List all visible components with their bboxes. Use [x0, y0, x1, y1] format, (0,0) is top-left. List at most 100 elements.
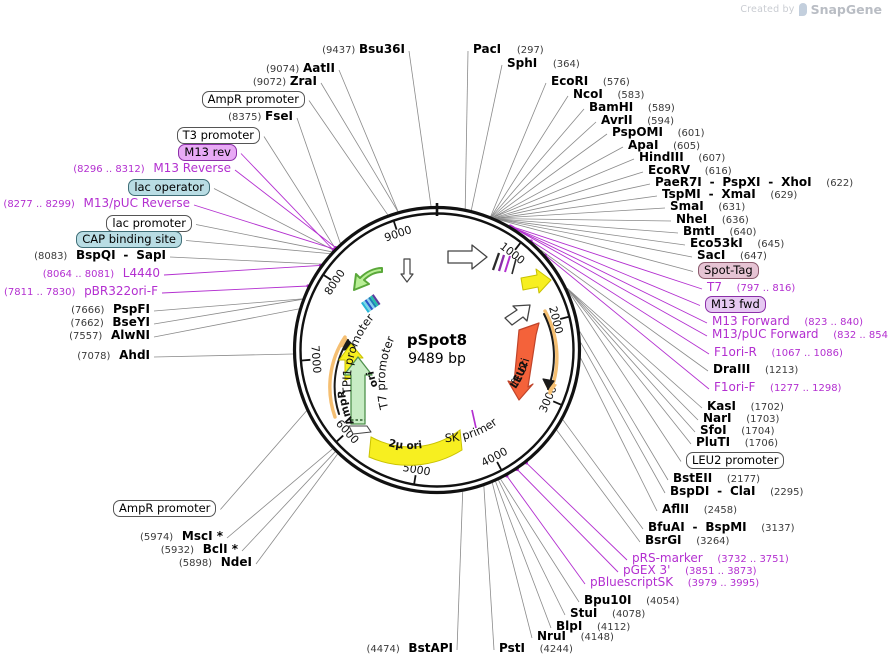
- label-pbr322ori-f[interactable]: (7811 .. 7830) pBR322ori-F: [0, 285, 158, 299]
- label-ecori[interactable]: EcoRI (576): [551, 75, 630, 89]
- label-prs-marker-name: pRS-marker: [632, 551, 703, 565]
- feature-mcs-stripes: [361, 294, 381, 313]
- label-bspmi-name: BspMI: [705, 520, 747, 534]
- label-sphi[interactable]: SphI (364): [507, 57, 580, 71]
- label-paci[interactable]: PacI (297): [473, 43, 544, 57]
- label-aatii[interactable]: (9074) AatII: [130, 62, 335, 76]
- feature-f1-ori-arrow: [520, 268, 552, 294]
- label-bamhi[interactable]: BamHI (589): [589, 101, 675, 115]
- label-aflii-name: AflII: [662, 502, 690, 516]
- label-m13-forward[interactable]: M13 Forward (823 .. 840): [712, 315, 863, 329]
- label-pspomi[interactable]: PspOMI (601): [612, 126, 704, 140]
- label-f1ori-r[interactable]: F1ori-R (1067 .. 1086): [714, 346, 843, 360]
- label-aflii[interactable]: AflII (2458): [662, 503, 737, 517]
- label-bsu36i[interactable]: (9437) Bsu36I: [210, 43, 405, 57]
- label-bspdi-clai[interactable]: BspDI - ClaI (2295): [670, 484, 804, 499]
- label-ndei[interactable]: (5898) NdeI: [0, 556, 252, 570]
- label-ahdi-position: (7078): [77, 351, 111, 362]
- label-f1ori-f[interactable]: F1ori-F (1277 .. 1298): [714, 381, 841, 395]
- label-nrui[interactable]: NruI (4148): [537, 630, 614, 644]
- label-m13-puc-reverse[interactable]: (8277 .. 8299) M13/pUC Reverse: [0, 197, 190, 211]
- label-bstapi[interactable]: (4474) BstAPI: [280, 641, 454, 656]
- label-eco53ki[interactable]: Eco53kI (645): [690, 237, 784, 251]
- label-lac-operator-badge: lac operator: [128, 179, 210, 196]
- label-draiii[interactable]: DraIII (1213): [713, 363, 798, 377]
- leader-line: [296, 117, 341, 244]
- label-lac-operator[interactable]: lac operator: [0, 179, 210, 196]
- label-zrai[interactable]: (9072) ZraI: [120, 75, 317, 89]
- label-eco53ki-position: (645): [757, 239, 785, 250]
- leader-line: [491, 482, 533, 639]
- label-alwni[interactable]: (7557) AlwNI: [0, 329, 150, 343]
- leader-line: [220, 410, 307, 510]
- label-m13-puc-forward[interactable]: M13/pUC Forward (832 .. 854): [712, 328, 888, 342]
- leader-line: [490, 82, 547, 217]
- leader-line: [493, 146, 624, 218]
- label-apai[interactable]: ApaI (605): [628, 139, 700, 153]
- label-stui[interactable]: StuI (4078): [570, 607, 645, 621]
- label-bstapi-name: BstAPI: [408, 641, 453, 655]
- label-bmti[interactable]: BmtI (640): [683, 225, 756, 239]
- label-kasi[interactable]: KasI (1702): [707, 400, 784, 414]
- label-ncoi-position: (583): [617, 90, 645, 101]
- label-bsrgi[interactable]: BsrGI (3264): [645, 534, 729, 548]
- label-paer7i-pspxi-xhoi[interactable]: PaeR7I - PspXI - XhoI (622): [655, 175, 854, 190]
- label-t7[interactable]: T7 (797 .. 816): [707, 281, 795, 295]
- leader-line: [153, 298, 303, 312]
- feature-ampr-arrow: [343, 356, 373, 435]
- leader-line: [185, 240, 331, 254]
- label-psti[interactable]: PstI (4244): [499, 642, 573, 656]
- label-spot-tag[interactable]: Spot-Tag: [698, 262, 759, 279]
- label-bpu10i-position: (4054): [646, 596, 680, 607]
- label-spot-tag-badge: Spot-Tag: [698, 262, 759, 279]
- label-bcli[interactable]: (5932) BclI *: [0, 543, 238, 557]
- label-l4440[interactable]: (8064 .. 8081) L4440: [0, 267, 160, 281]
- label-sfoi[interactable]: SfoI (1704): [700, 424, 775, 438]
- label-smai[interactable]: SmaI (631): [670, 200, 745, 214]
- label-ncoi[interactable]: NcoI (583): [573, 88, 644, 102]
- label-ecorv[interactable]: EcoRV (616): [648, 164, 732, 178]
- leader-line: [320, 82, 399, 212]
- label-m13-fwd[interactable]: M13 fwd: [705, 296, 766, 313]
- label-m13-rev[interactable]: M13 rev: [100, 144, 237, 161]
- label-bfuai-bspmi[interactable]: BfuAI - BspMI (3137): [648, 520, 795, 535]
- label-bpu10i[interactable]: Bpu10I (4054): [584, 594, 679, 608]
- label-lac-promoter[interactable]: lac promoter: [0, 215, 192, 232]
- label-prs-marker[interactable]: pRS-marker (3732 .. 3751): [632, 552, 789, 566]
- label-bstelli[interactable]: BstEII (2177): [673, 472, 760, 486]
- label-paci-position: (297): [516, 45, 544, 56]
- label-fsei-position: (8375): [228, 112, 262, 123]
- label-ecorv-position: (616): [704, 166, 732, 177]
- label-pluti[interactable]: PluTI (1706): [696, 436, 778, 450]
- label-bspqi-sapi[interactable]: (8083) BspQI - SapI: [34, 248, 166, 263]
- label-ampr-promoter-top[interactable]: AmpR promoter: [110, 91, 305, 108]
- label-pluti-position: (1706): [744, 438, 779, 449]
- label-pbluescriptsk[interactable]: pBluescriptSK (3979 .. 3995): [590, 576, 759, 590]
- label-nari-name: NarI: [703, 411, 732, 425]
- label-avrii[interactable]: AvrII (594): [601, 114, 674, 128]
- label-pgex-3[interactable]: pGEX 3' (3851 .. 3873): [623, 564, 757, 578]
- label-blpi[interactable]: BlpI (4112): [556, 620, 630, 634]
- label-nari-position: (1703): [746, 414, 780, 425]
- leader-line: [338, 69, 399, 212]
- label-m13-reverse[interactable]: (8296 .. 8312) M13 Reverse: [0, 162, 231, 176]
- label-msci[interactable]: (5974) MscI *: [0, 530, 223, 544]
- label-tspmi-xmai[interactable]: TspMI - XmaI (629): [662, 187, 798, 202]
- label-m13-puc-reverse-name: M13/pUC Reverse: [83, 196, 191, 210]
- plasmid-name: pSpot8: [407, 331, 467, 349]
- label-fsei[interactable]: (8375) FseI: [120, 110, 293, 124]
- label-ahdi[interactable]: (7078) AhdI: [0, 349, 150, 363]
- label-leu2-promoter[interactable]: LEU2 promoter: [686, 452, 785, 469]
- label-pspfi[interactable]: (7666) PspFI: [0, 303, 150, 317]
- label-nhei[interactable]: NheI (636): [676, 213, 749, 227]
- label-cap-binding-site[interactable]: CAP binding site: [0, 231, 182, 248]
- leader-line: [511, 226, 701, 306]
- label-bpu10i-name: Bpu10I: [584, 593, 632, 607]
- label-hindiii[interactable]: HindIII (607): [639, 151, 725, 165]
- label-psti-position: (4244): [539, 644, 573, 655]
- label-saci[interactable]: SacI (647): [697, 249, 767, 263]
- label-bseyi[interactable]: (7662) BseYI: [0, 316, 150, 330]
- label-nari[interactable]: NarI (1703): [703, 412, 779, 426]
- label-ampr-promoter-bottom[interactable]: AmpR promoter: [113, 500, 217, 517]
- label-t3-promoter[interactable]: T3 promoter: [95, 127, 260, 144]
